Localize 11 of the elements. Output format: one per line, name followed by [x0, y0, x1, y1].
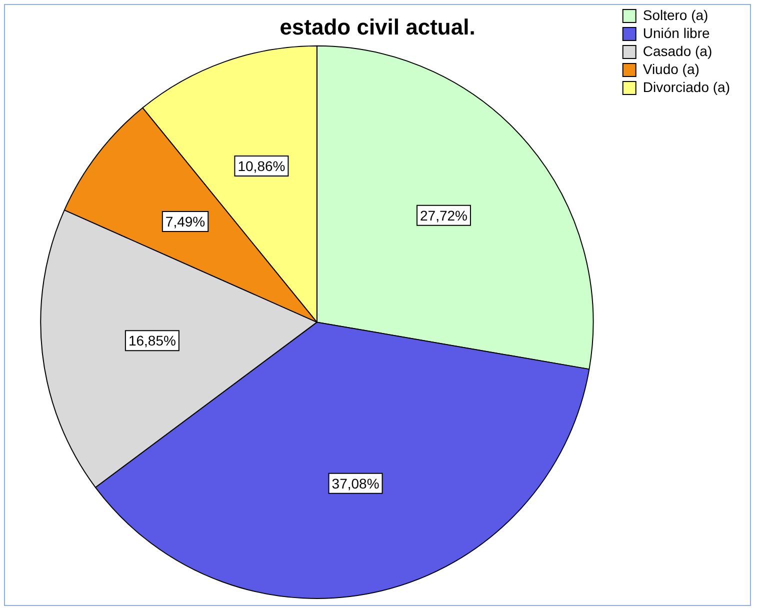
legend-label: Viudo (a) [642, 60, 700, 77]
data-label: 10,86% [238, 158, 286, 174]
legend-label: Unión libre [642, 24, 710, 41]
data-label: 37,08% [332, 475, 380, 492]
legend-label: Soltero (a) [642, 6, 708, 23]
legend-label: Divorciado (a) [642, 78, 730, 95]
data-label: 16,85% [128, 332, 176, 349]
data-label: 27,72% [420, 207, 468, 224]
chart-title: estado civil actual. [280, 14, 476, 40]
legend-label: Casado (a) [642, 42, 712, 59]
data-label: 7,49% [165, 213, 206, 230]
